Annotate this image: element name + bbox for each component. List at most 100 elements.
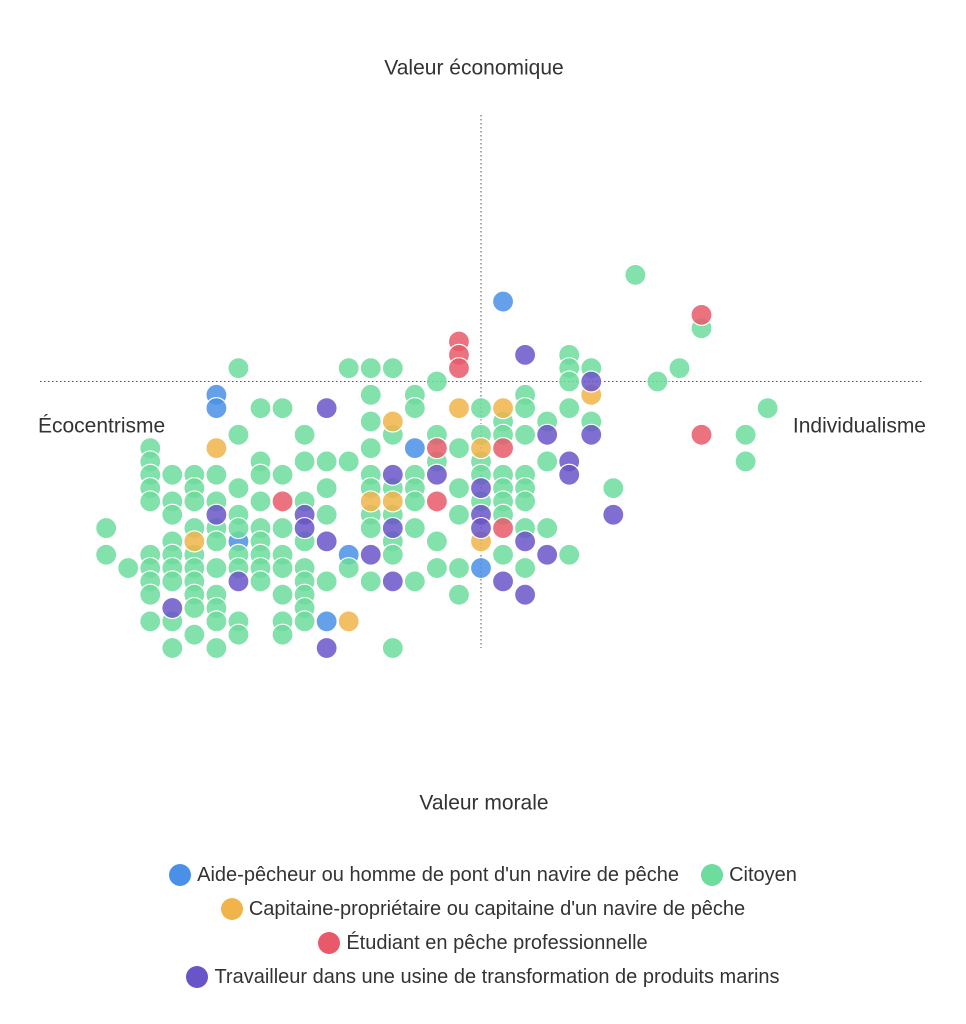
point [624, 263, 647, 286]
point [205, 556, 228, 580]
point [337, 450, 360, 473]
legend: Aide-pêcheur ou homme de pont d'un navir… [103, 862, 863, 990]
point [469, 516, 493, 540]
point [469, 556, 493, 580]
legend-label: Étudiant en pêche professionnelle [346, 931, 648, 954]
point [536, 516, 559, 540]
point [491, 543, 515, 566]
point [95, 516, 118, 540]
point [271, 583, 294, 606]
point [293, 423, 316, 446]
point [447, 357, 471, 380]
point [646, 370, 669, 393]
point [161, 503, 184, 526]
point [249, 490, 272, 513]
point [293, 450, 316, 473]
point [381, 636, 404, 660]
point [227, 623, 250, 646]
point [315, 610, 338, 633]
point [558, 397, 581, 420]
point [447, 437, 471, 460]
point [558, 543, 581, 566]
point [205, 530, 228, 553]
point [205, 610, 228, 633]
point [315, 477, 338, 500]
legend-entry: Citoyen [701, 862, 797, 888]
point [513, 397, 537, 420]
point [161, 596, 184, 620]
legend-swatch [701, 864, 724, 886]
point [425, 370, 448, 393]
point [117, 556, 140, 580]
point [381, 410, 404, 433]
point [227, 423, 250, 446]
point [447, 397, 471, 420]
point [690, 423, 713, 446]
point [491, 397, 515, 420]
point [183, 490, 206, 513]
point [205, 463, 228, 486]
point [447, 477, 471, 500]
point [381, 357, 404, 380]
point [734, 423, 757, 446]
point [513, 423, 537, 446]
point [315, 503, 338, 526]
point [602, 503, 625, 526]
point [668, 357, 691, 380]
y-axis-label: Valeur économique [384, 57, 563, 80]
point [381, 463, 404, 486]
legend-entry: Travailleur dans une usine de transforma… [186, 964, 780, 990]
point [381, 543, 404, 566]
point [249, 463, 272, 486]
point [95, 543, 118, 566]
point [359, 543, 382, 566]
point [491, 570, 515, 593]
point [139, 610, 162, 633]
point [359, 437, 382, 460]
point [205, 636, 228, 660]
point [227, 516, 250, 540]
x-axis-label: Valeur morale [419, 792, 548, 815]
legend-swatch [186, 966, 209, 988]
point [271, 397, 294, 420]
point [227, 570, 250, 593]
point [491, 437, 515, 460]
point [536, 543, 559, 566]
point [425, 463, 448, 486]
legend-label: Citoyen [729, 863, 797, 886]
point [315, 397, 338, 420]
point [139, 583, 162, 606]
point [271, 490, 294, 513]
point [513, 490, 537, 513]
point [403, 516, 426, 540]
point [315, 450, 338, 473]
point [469, 397, 493, 420]
point [558, 463, 581, 486]
point [359, 383, 382, 406]
point [536, 450, 559, 473]
point [580, 370, 603, 393]
point [690, 303, 713, 326]
point [447, 556, 471, 580]
point [337, 610, 360, 633]
point [491, 516, 515, 540]
point [359, 490, 382, 513]
point [425, 490, 448, 513]
point [536, 423, 559, 446]
point [249, 570, 272, 593]
point [227, 357, 250, 380]
point [183, 623, 206, 646]
point [359, 357, 382, 380]
point [359, 516, 382, 540]
legend-label: Aide-pêcheur ou homme de pont d'un navir… [197, 863, 680, 886]
point [381, 490, 404, 513]
point [513, 530, 537, 553]
right-label: Individualisme [793, 415, 926, 438]
point [447, 583, 471, 606]
legend-swatch [318, 932, 341, 954]
point [315, 530, 338, 553]
point [403, 490, 426, 513]
point [469, 437, 493, 460]
point [227, 477, 250, 500]
